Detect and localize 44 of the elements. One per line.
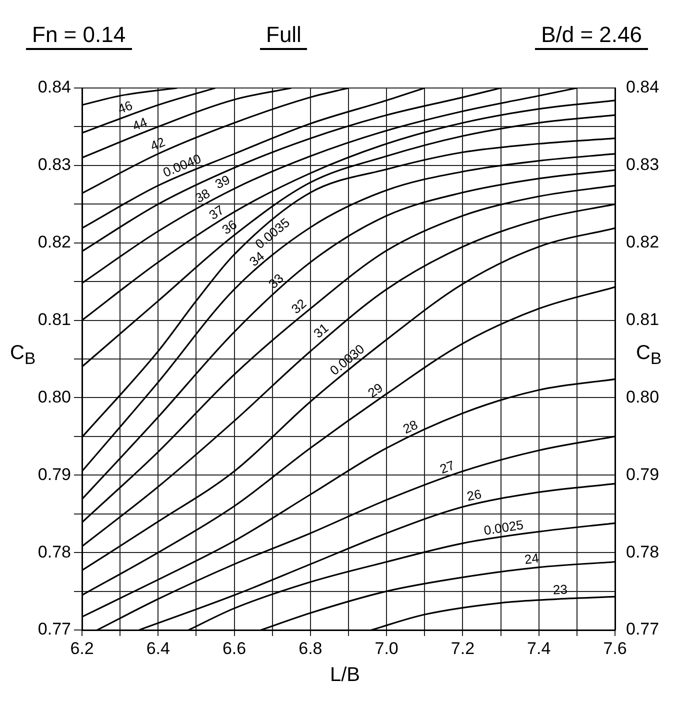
text: 46 bbox=[116, 98, 134, 117]
text: 26 bbox=[466, 486, 483, 504]
y2-tick-label: 0.82 bbox=[626, 232, 660, 252]
x-tick-label: 7.6 bbox=[603, 638, 627, 658]
x-tick-label: 7.4 bbox=[527, 638, 551, 658]
y2-tick-label: 0.80 bbox=[626, 387, 660, 406]
text: 27 bbox=[438, 458, 457, 477]
text: 32 bbox=[288, 296, 310, 317]
x-tick-label: 6.6 bbox=[222, 638, 246, 658]
text: 29 bbox=[365, 380, 386, 401]
chart-title: Full bbox=[260, 22, 308, 50]
y-tick-label: 0.83 bbox=[38, 155, 71, 174]
text: 24 bbox=[524, 550, 540, 568]
x-axis-title: L/B bbox=[330, 664, 360, 687]
y-tick-label: 0.79 bbox=[38, 464, 71, 484]
y2-tick-label: 0.84 bbox=[626, 78, 660, 97]
text: 0.0025 bbox=[482, 517, 524, 538]
y-tick-label: 0.81 bbox=[38, 310, 71, 329]
text: 31 bbox=[310, 320, 332, 341]
y2-tick-label: 0.83 bbox=[626, 155, 660, 174]
text: Fn = 0.14 bbox=[26, 22, 132, 50]
series-label: 23 bbox=[552, 582, 568, 598]
x-tick-label: 6.4 bbox=[146, 638, 170, 658]
text: 34 bbox=[246, 248, 268, 270]
y2-tick-label: 0.78 bbox=[626, 542, 660, 562]
x-tick-label: 6.8 bbox=[298, 638, 322, 658]
y2-tick-label: 0.77 bbox=[626, 620, 660, 639]
y-tick-label: 0.77 bbox=[38, 620, 71, 639]
y2-axis-title: C$_{B}$ bbox=[636, 342, 662, 369]
y-tick-label: 0.80 bbox=[38, 387, 71, 406]
x-tick-label: 7.0 bbox=[374, 638, 398, 658]
text: 44 bbox=[130, 114, 150, 134]
y-tick-label: 0.82 bbox=[38, 232, 71, 252]
x-tick-label: 7.2 bbox=[450, 638, 475, 658]
x-tick-label: 6.2 bbox=[70, 638, 94, 658]
y2-tick-label: 0.81 bbox=[626, 310, 660, 329]
y2-tick-label: 0.79 bbox=[626, 464, 660, 484]
text: 39 bbox=[212, 172, 232, 192]
y-axis-title: C$_{B}$ bbox=[10, 342, 36, 369]
y-tick-label: 0.78 bbox=[38, 542, 71, 562]
y-tick-label: 0.84 bbox=[38, 78, 71, 97]
text: B/d = 2.46 bbox=[535, 22, 648, 50]
text: 28 bbox=[400, 417, 420, 437]
text: 33 bbox=[266, 270, 286, 292]
